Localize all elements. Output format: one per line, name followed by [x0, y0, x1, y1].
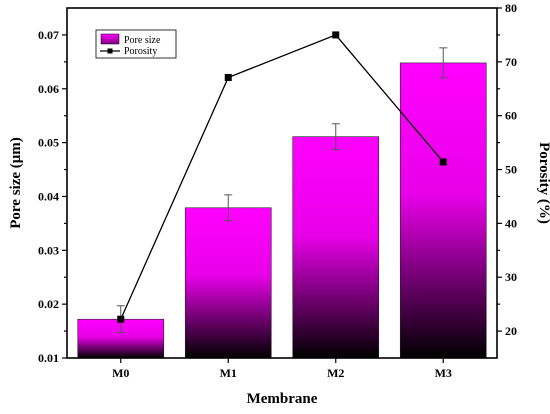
legend-label-porosity: Porosity: [124, 46, 157, 57]
x-tick-label: M1: [220, 366, 237, 380]
right-axis-title: Porosity (%): [536, 142, 550, 224]
x-axis-title: Membrane: [247, 391, 318, 407]
left-tick-label: 0.03: [38, 243, 59, 257]
left-tick-label: 0.01: [38, 351, 59, 365]
left-axis-ticks: 0.01 0.02 0.03 0.04 0.05 0.06 0.07: [38, 28, 67, 365]
right-tick-label: 60: [505, 109, 517, 123]
porosity-point-m3: [439, 158, 447, 166]
right-axis-ticks: 20 30 40 50 60 70 80: [497, 1, 517, 338]
plot-frame: [66, 7, 498, 359]
x-tick-label: M3: [435, 366, 452, 380]
right-tick-label: 30: [505, 270, 517, 284]
legend: Pore size Porosity: [95, 29, 177, 59]
left-tick-label: 0.04: [38, 189, 59, 203]
error-bar-m1: [224, 194, 233, 222]
bars-group: [77, 62, 487, 359]
right-tick-label: 20: [505, 324, 517, 338]
error-bar-m2: [331, 123, 340, 151]
error-bars-group: [116, 47, 448, 334]
right-tick-label: 40: [505, 216, 517, 230]
porosity-point-m0: [117, 315, 125, 323]
left-tick-label: 0.02: [38, 297, 59, 311]
right-tick-label: 70: [505, 55, 517, 69]
legend-swatch-porosity-marker: [107, 48, 113, 54]
bar-m2: [292, 136, 380, 359]
porosity-line-group: [117, 31, 447, 323]
x-tick-label: M0: [112, 366, 129, 380]
bar-m1: [184, 207, 272, 359]
x-tick-label: M2: [327, 366, 344, 380]
legend-label-pore-size: Pore size: [124, 35, 161, 46]
error-bar-m3: [439, 47, 448, 79]
bar-m3: [399, 62, 487, 359]
porosity-point-m1: [224, 73, 232, 81]
right-tick-label: 80: [505, 1, 517, 15]
left-tick-label: 0.06: [38, 82, 59, 96]
porosity-point-m2: [332, 31, 340, 39]
x-axis-ticks: M0 M1 M2 M3: [112, 358, 452, 380]
right-tick-label: 50: [505, 163, 517, 177]
left-tick-label: 0.05: [38, 136, 59, 150]
left-tick-label: 0.07: [38, 28, 59, 42]
porosity-line: [120, 34, 444, 320]
left-axis-title: Pore size (μm): [8, 137, 24, 229]
legend-swatch-pore-size: [100, 33, 120, 45]
